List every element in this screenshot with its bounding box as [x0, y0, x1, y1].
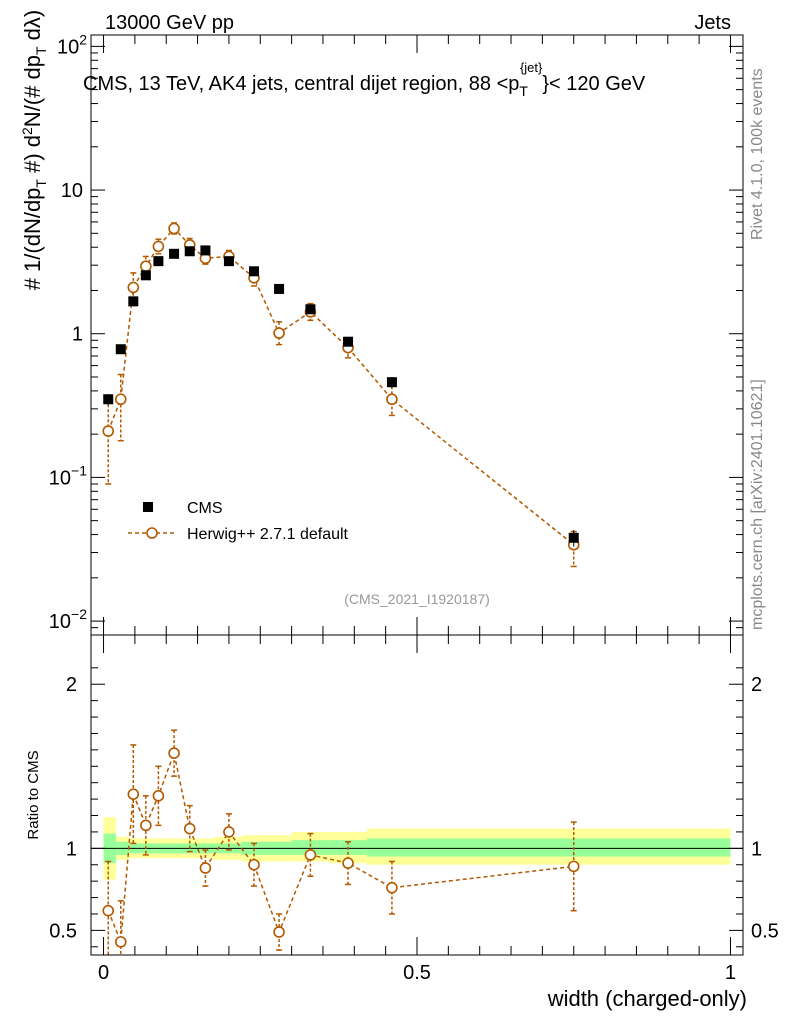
plot-title-sup: {jet}	[520, 60, 543, 75]
legend-cms-label: CMS	[187, 500, 223, 517]
mc-point	[168, 222, 180, 235]
data-point	[386, 377, 397, 388]
ratio-y-tick-label: 0.5	[49, 920, 77, 942]
plot-title: CMS, 13 TeV, AK4 jets, central dijet reg…	[83, 60, 646, 99]
main-panel: 10−2 10−1 1 10 102 CMS Herwig++ 2.7.1 default	[49, 31, 744, 636]
y-label-sub2: T	[33, 46, 49, 55]
main-frame	[90, 34, 744, 636]
ratio-point	[152, 790, 165, 802]
ratio-point	[567, 860, 580, 873]
data-point	[184, 246, 195, 257]
x-tick-label: 0.5	[403, 962, 431, 984]
y-label-sup: 2	[19, 127, 35, 135]
y-label-mid: #) d	[20, 135, 45, 179]
data-point	[169, 248, 180, 259]
data-point	[249, 266, 259, 277]
plot-title-tail: }< 120 GeV	[542, 73, 646, 95]
header-left: 13000 GeV pp	[105, 12, 234, 34]
data-point	[200, 245, 211, 256]
data-point	[223, 256, 234, 267]
y-label-hash: #	[20, 277, 45, 290]
mc-line	[107, 227, 575, 546]
x-tick-label: 0	[98, 962, 109, 984]
ratio-point	[168, 747, 180, 759]
mc-point	[127, 281, 140, 294]
y-tick-label: 1	[72, 324, 83, 346]
header-right: Jets	[694, 12, 731, 34]
ratio-point	[304, 849, 317, 861]
ratio-point	[127, 788, 140, 800]
uncertainty-band-inner	[366, 838, 417, 857]
mcplots-label: mcplots.cern.ch [arXiv:2401.10621]	[749, 379, 766, 630]
data-point	[305, 304, 316, 315]
y-label-frac1: 1/(dN/dp	[20, 188, 45, 272]
data-point	[343, 336, 354, 347]
legend-cms-marker	[143, 502, 153, 512]
data-point	[103, 394, 114, 405]
ratio-point	[199, 862, 212, 874]
main-y-label-text: #1/(dN/dpT #) d2N/(# dpT dλ)	[19, 10, 49, 290]
ratio-y-tick-label-right: 1	[751, 838, 762, 860]
uncertainty-band-inner	[291, 840, 330, 855]
legend-mc-marker	[146, 527, 158, 539]
mc-point	[114, 393, 127, 406]
ratio-point	[342, 857, 354, 869]
legend-mc-label: Herwig++ 2.7.1 default	[187, 526, 349, 543]
ratio-point	[114, 936, 127, 948]
mc-point	[273, 327, 285, 339]
data-point	[140, 270, 151, 281]
data-point	[153, 256, 164, 267]
ratio-y-label: Ratio to CMS	[25, 750, 42, 839]
ratio-frame	[90, 634, 744, 956]
x-axis-label: width (charged-only)	[547, 986, 747, 1011]
mc-point	[102, 425, 115, 437]
plot-title-main: CMS, 13 TeV, AK4 jets, central dijet reg…	[83, 73, 519, 95]
ratio-y-tick-label-right: 0.5	[751, 920, 779, 942]
main-y-axis-label: #1/(dN/dpT #) d2N/(# dpT dλ)	[19, 10, 49, 290]
y-tick-label: 10−2	[49, 606, 87, 633]
ratio-y-tick-label-right: 2	[751, 674, 762, 696]
y-label-sub1: T	[33, 179, 49, 188]
ratio-point	[102, 904, 115, 917]
ratio-y-tick-label: 1	[66, 838, 77, 860]
y-tick-label: 10	[61, 180, 83, 202]
mc-point	[386, 393, 398, 406]
ratio-y-tick-label: 2	[66, 674, 77, 696]
analysis-id: (CMS_2021_I1920187)	[344, 591, 490, 607]
ratio-point	[386, 881, 398, 894]
ratio-point	[183, 822, 196, 835]
x-tick-label: 1	[725, 962, 736, 984]
y-tick-label: 10−1	[49, 462, 87, 489]
data-point	[115, 344, 126, 355]
ratio-point	[223, 826, 235, 838]
ratio-point	[140, 819, 152, 832]
data-point	[274, 283, 285, 294]
mc-point	[152, 240, 165, 253]
rivet-label: Rivet 4.1.0, 100k events	[749, 68, 766, 240]
plot-title-sub: T	[519, 83, 528, 99]
data-point	[128, 296, 139, 307]
ratio-point	[248, 858, 260, 871]
data-point	[568, 532, 579, 543]
y-label-end: dλ)	[20, 10, 45, 47]
y-tick-label: 102	[57, 31, 87, 58]
mc-point	[140, 260, 152, 273]
y-label-n: N/(# dp	[20, 55, 45, 127]
ratio-point	[273, 926, 285, 938]
ratio-panel: 0.5 0.5 1 1 2 2 0 0.5 1	[49, 634, 779, 984]
